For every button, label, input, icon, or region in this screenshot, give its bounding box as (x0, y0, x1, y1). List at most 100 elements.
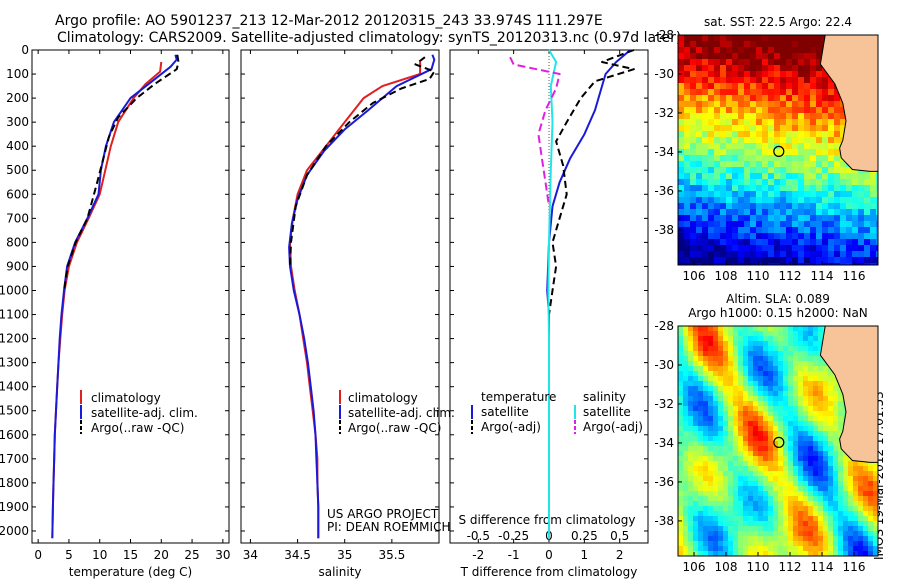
map-field (678, 326, 878, 556)
legend-label-t-satellite: satellite (481, 405, 529, 419)
y-tick-label: -28 (654, 319, 674, 333)
legend-title-temperature: temperature (481, 390, 556, 404)
temperature-plot: 0100200300400500600700800900100011001200… (0, 43, 230, 579)
sst-map: 106 108 110 112 114 116 -28 -30 -32 -34 -36 -38 (654, 28, 879, 283)
x-tick-label: 10 (92, 548, 107, 562)
sla-map: 106 108 110 112 114 116 -28 -30 -32 -34 -36 -38 (654, 319, 879, 574)
y-tick-label: 1900 (0, 500, 29, 514)
y-tick-label: -34 (654, 145, 674, 159)
series-line-argo-adj (509, 56, 561, 207)
y-tick-label: 1300 (0, 356, 29, 370)
y-tick-label: -38 (654, 514, 674, 528)
x-tick-label: 112 (779, 560, 802, 574)
sla-map-title: Altim. SLA: 0.089 (726, 292, 830, 306)
x2-tick-label: -0.25 (498, 529, 529, 543)
x-tick-label: 106 (683, 560, 706, 574)
y-tick-label: 600 (6, 187, 29, 201)
y-tick-label: 1400 (0, 380, 29, 394)
y-tick-label: -32 (654, 397, 674, 411)
x-tick-label: 15 (123, 548, 138, 562)
series-line-climatology (289, 62, 422, 539)
series-line-satellite (546, 49, 631, 539)
map-frame (677, 34, 879, 266)
legend-label-argo-raw: Argo(..raw -QC) (348, 421, 441, 435)
x-tick-label: 116 (843, 269, 866, 283)
y-tick-label: 800 (6, 235, 29, 249)
x-tick-label: 34.5 (284, 548, 311, 562)
x-axis-label: salinity (318, 565, 361, 579)
x-tick-label: -2 (472, 548, 484, 562)
y-tick-label: 400 (6, 139, 29, 153)
series-line-argo-raw-qc (63, 54, 180, 291)
y-tick-label: 100 (6, 67, 29, 81)
y-tick-label: 1200 (0, 332, 29, 346)
x-tick-label: 114 (811, 560, 834, 574)
x-tick-label: -1 (508, 548, 520, 562)
x-tick-label: 5 (65, 548, 73, 562)
x-tick-label: 35 (337, 548, 352, 562)
x-tick-label: 106 (683, 269, 706, 283)
x2-tick-label: -0.5 (467, 529, 490, 543)
legend-title-salinity: salinity (583, 390, 626, 404)
map-field (678, 35, 878, 265)
y-tick-label: 1100 (0, 308, 29, 322)
x-tick-label: 108 (715, 269, 738, 283)
x-tick-label: 112 (779, 269, 802, 283)
y-tick-label: 1500 (0, 404, 29, 418)
land-polygon (819, 35, 878, 172)
difference-legend: temperature salinity satellite Argo(-adj… (471, 390, 643, 434)
y-tick-label: -36 (654, 184, 674, 198)
y-tick-label: -36 (654, 475, 674, 489)
y-tick-label: -38 (654, 223, 674, 237)
figure-title-line1: Argo profile: AO 5901237_213 12-Mar-2012… (55, 13, 603, 29)
y-tick-label: 1800 (0, 476, 29, 490)
legend-label-argo-raw: Argo(..raw -QC) (91, 421, 184, 435)
sla-map-subtitle: Argo h1000: 0.15 h2000: NaN (688, 306, 868, 320)
map-frame (677, 325, 879, 557)
y-tick-label: -28 (654, 28, 674, 42)
legend-label-satellite-adj: satellite-adj. clim. (91, 406, 198, 420)
argo-location-marker (773, 436, 785, 448)
y-tick-label: 300 (6, 115, 29, 129)
x-tick-label: 20 (154, 548, 169, 562)
x-tick-label: 35.5 (378, 548, 405, 562)
legend-label-s-satellite: satellite (583, 405, 631, 419)
legend-label-s-argo: Argo(-adj) (583, 420, 643, 434)
y-tick-label: 1000 (0, 283, 29, 297)
y-tick-label: 1700 (0, 452, 29, 466)
x-tick-label: 25 (184, 548, 199, 562)
y-tick-label: 900 (6, 259, 29, 273)
legend-label-climatology: climatology (91, 391, 161, 405)
x2-tick-label: 0.25 (571, 529, 598, 543)
series-line-satellite (547, 49, 558, 539)
difference-plot: -2 -1 0 1 2 T difference from climatology -0.5… (450, 49, 648, 579)
y-tick-label: 700 (6, 211, 29, 225)
series-line-satellite-adj-clim (288, 54, 436, 539)
temperature-legend: climatology satellite-adj. clim. Argo(..… (80, 390, 198, 435)
y-tick-label: 500 (6, 163, 29, 177)
x-tick-label: 108 (715, 560, 738, 574)
land-polygon (819, 326, 878, 463)
x-tick-label: 2 (616, 548, 624, 562)
x-tick-label: 114 (811, 269, 834, 283)
x-axis-label: T difference from climatology (460, 565, 638, 579)
y-tick-label: -32 (654, 106, 674, 120)
x-tick-label: 1 (581, 548, 589, 562)
legend-label-climatology: climatology (348, 391, 418, 405)
temperature-panel (31, 49, 230, 544)
series-line-argo-adj (548, 49, 635, 315)
y-tick-label: 2000 (0, 524, 29, 538)
sst-map-title: sat. SST: 22.5 Argo: 22.4 (704, 15, 852, 29)
series-line-climatology (51, 61, 163, 539)
salinity-legend: climatology satellite-adj. clim. Argo(..… (339, 390, 455, 435)
salinity-plot: 34 34.5 35 35.5 salinity (241, 49, 439, 579)
legend-label-t-argo: Argo(-adj) (481, 420, 541, 434)
y-tick-label: 200 (6, 91, 29, 105)
x-tick-label: 0 (545, 548, 553, 562)
x-tick-label: 34 (243, 548, 258, 562)
series-line-argo-raw-qc (289, 56, 436, 267)
x-axis-label: temperature (deg C) (69, 565, 192, 579)
salinity-panel (240, 49, 440, 544)
x-tick-label: 30 (215, 548, 230, 562)
legend-label-satellite-adj: satellite-adj. clim. (348, 406, 455, 420)
